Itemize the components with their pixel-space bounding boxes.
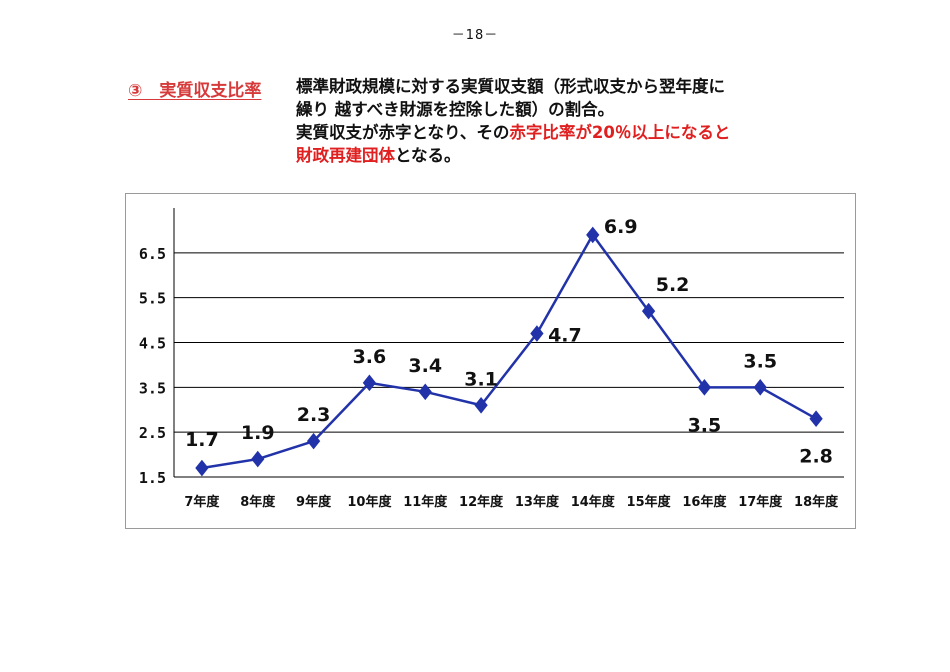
y-tick-label-1: 2.5 [139,424,166,442]
data-point-9 [697,379,712,396]
data-label-0: 1.7 [185,429,219,451]
y-tick-label-3: 4.5 [139,335,166,353]
line-chart: 1.5 2.5 3.5 4.5 5.5 6.5 7年度 8年度 9年度 10年度 11年度 12年度 1… [139,208,844,510]
chart-frame: 1.5 2.5 3.5 4.5 5.5 6.5 7年度 8年度 9年度 10年度 11年度 12年度 1… [125,193,856,529]
series-line [201,233,817,470]
x-tick-label-2: 9年度 [296,494,332,510]
description-line-4-highlight: 財政再建団体 [296,146,395,165]
data-point-2 [306,432,321,450]
description-line-4: 財政再建団体となる。 [296,144,796,167]
description-line-1: 標準財政規模に対する実質収支額（形式収支から翌年度に [296,77,725,96]
data-point-3 [362,374,377,392]
x-tick-label-11: 18年度 [794,494,839,510]
data-label-11: 2.8 [799,446,833,468]
data-label-8: 5.2 [656,274,690,296]
y-tick-label-4: 5.5 [139,290,166,308]
x-tick-label-9: 16年度 [682,494,727,510]
data-point-5 [474,396,488,414]
data-label-9: 3.5 [688,414,722,436]
x-tick-label-8: 15年度 [627,494,672,510]
x-tick-label-1: 8年度 [240,494,276,510]
data-point-1 [251,450,265,468]
x-tick-label-4: 11年度 [403,494,448,510]
data-point-6 [530,325,544,342]
description-line-4-text: となる。 [395,146,461,165]
data-label-10: 3.5 [743,350,777,372]
x-tick-label-5: 12年度 [459,494,504,510]
x-tick-label-10: 17年度 [738,494,783,510]
data-point-0 [195,459,209,477]
data-label-2: 2.3 [297,404,331,426]
x-tick-label-7: 14年度 [571,494,616,510]
data-label-5: 3.1 [464,368,498,390]
data-label-1: 1.9 [241,422,275,444]
x-tick-label-3: 10年度 [347,494,392,510]
description-line-3: 実質収支が赤字となり、その赤字比率が20％以上になると [296,121,796,144]
data-point-10 [753,379,767,396]
page-number: －18－ [451,28,499,43]
data-point-8 [641,302,656,320]
x-tick-label-0: 7年度 [184,494,220,510]
data-point-7 [586,226,600,244]
data-label-3: 3.6 [353,346,387,368]
description-line-3-highlight: 赤字比率が20％以上になると [509,123,731,142]
data-point-4 [418,383,432,401]
y-tick-label-0: 1.5 [139,469,166,487]
data-label-4: 3.4 [408,355,442,377]
description-line-3-text: 実質収支が赤字となり、その [296,123,510,142]
description-line-2: 繰り 越すべき財源を控除した額）の割合。 [296,100,615,119]
y-tick-label-2: 3.5 [139,379,166,397]
section-title: ③ 実質収支比率 [128,81,262,101]
data-label-6: 4.7 [548,325,582,347]
data-point-11 [809,410,823,428]
data-label-7: 6.9 [604,216,638,238]
y-tick-label-5: 6.5 [139,245,166,263]
description: 標準財政規模に対する実質収支額（形式収支から翌年度に 繰り 越すべき財源を控除し… [296,75,796,167]
x-tick-label-6: 13年度 [515,494,560,510]
